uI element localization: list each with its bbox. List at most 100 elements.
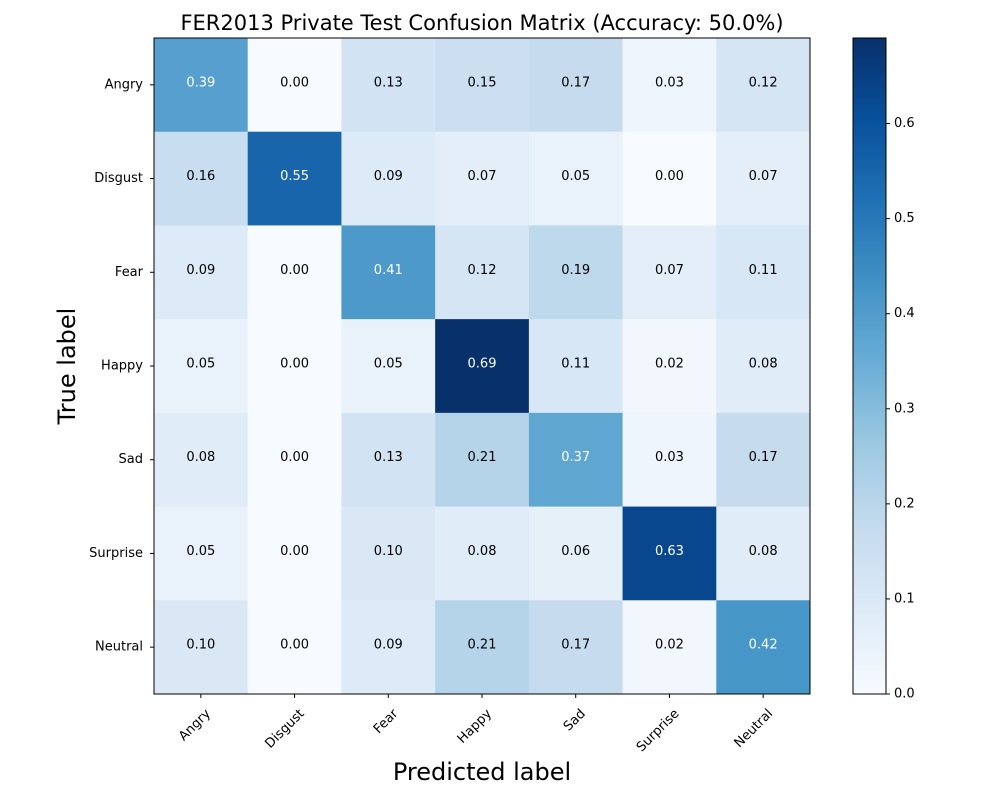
cell-value-label: 0.00 (280, 450, 309, 465)
cell-value-label: 0.42 (749, 638, 778, 653)
heatmap-cell-neutral-neutral (716, 600, 811, 695)
heatmap-cell-disgust-sad (528, 131, 624, 226)
heatmap-cell-sad-neutral (716, 412, 811, 508)
cell-value-label: 0.16 (186, 169, 215, 184)
y-axis-ticks: Angry Disgust Fear Happy Sad Surprise Neutral (89, 77, 154, 655)
heatmap-cell-neutral-disgust (247, 600, 342, 695)
cell-value-label: 0.19 (561, 263, 590, 278)
heatmap-cell-sad-angry (154, 412, 249, 508)
heatmap-cell-angry-angry (154, 38, 249, 133)
heatmap-cell-neutral-fear (341, 600, 436, 695)
cell-value-labels: 0.39 0.00 0.13 0.15 0.17 0.03 0.12 0.16 0.55 0.09… (186, 75, 777, 652)
cell-value-label: 0.17 (561, 638, 590, 653)
chart-title: FER2013 Private Test Confusion Matrix (A… (180, 11, 783, 35)
cell-value-label: 0.12 (749, 75, 778, 90)
heatmap-cell-fear-neutral (716, 225, 811, 320)
cell-value-label: 0.00 (280, 357, 309, 372)
heatmap-cell-sad-fear (341, 412, 436, 508)
heatmap-cell-angry-sad (528, 38, 624, 133)
cell-value-label: 0.08 (186, 450, 215, 465)
cell-value-label: 0.07 (749, 169, 778, 184)
cell-value-label: 0.55 (280, 169, 309, 184)
x-axis-ticks: Angry Disgust Fear Happy Sad Surprise Neutral (176, 694, 776, 755)
heatmap-cell-angry-surprise (622, 38, 717, 133)
cell-value-label: 0.08 (749, 544, 778, 559)
cell-value-label: 0.05 (374, 357, 403, 372)
heatmap-cell-surprise-surprise (622, 506, 717, 601)
heatmap-cell-happy-happy (435, 319, 530, 414)
heatmap-cell-fear-sad (528, 225, 624, 320)
colorbar-tick-label: 0.6 (894, 116, 915, 131)
heatmap-cell-happy-angry (154, 319, 249, 414)
cell-value-label: 0.02 (655, 357, 684, 372)
cell-value-label: 0.17 (561, 75, 590, 90)
heatmap-cell-happy-neutral (716, 319, 811, 414)
cell-value-label: 0.10 (186, 638, 215, 653)
x-tick-label: Happy (455, 706, 495, 746)
cell-value-label: 0.39 (186, 75, 215, 90)
heatmap-cell-angry-neutral (716, 38, 811, 133)
cell-value-label: 0.02 (655, 638, 684, 653)
heatmap-cell-disgust-surprise (622, 131, 717, 226)
cell-value-label: 0.00 (280, 75, 309, 90)
heatmap-cell-disgust-angry (154, 131, 249, 226)
cell-value-label: 0.03 (655, 75, 684, 90)
colorbar-tick-label: 0.4 (894, 306, 915, 321)
y-tick-label: Disgust (94, 171, 143, 186)
cell-value-label: 0.17 (749, 450, 778, 465)
y-axis-label: True label (53, 308, 81, 426)
cell-value-label: 0.07 (655, 263, 684, 278)
heatmap-cell-sad-disgust (247, 412, 342, 508)
heatmap-cell-surprise-angry (154, 506, 249, 601)
cell-value-label: 0.08 (468, 544, 497, 559)
heatmap-cell-surprise-sad (528, 506, 624, 601)
heatmap-cell-angry-fear (341, 38, 436, 133)
heatmap-cell-angry-happy (435, 38, 530, 133)
heatmap-cell-fear-surprise (622, 225, 717, 320)
x-axis-label: Predicted label (393, 758, 571, 786)
heatmap-cell-disgust-happy (435, 131, 530, 226)
cell-value-label: 0.09 (186, 263, 215, 278)
heatmap-cell-neutral-happy (435, 600, 530, 695)
x-tick-label: Sad (561, 706, 589, 734)
y-tick-label: Angry (105, 77, 144, 92)
x-tick-label: Fear (371, 706, 402, 737)
x-tick-label: Surprise (634, 706, 683, 755)
cell-value-label: 0.15 (468, 75, 497, 90)
cell-value-label: 0.13 (374, 75, 403, 90)
heatmap-cell-neutral-angry (154, 600, 249, 695)
cell-value-label: 0.03 (655, 450, 684, 465)
cell-value-label: 0.07 (468, 169, 497, 184)
cell-value-label: 0.11 (749, 263, 778, 278)
cell-value-label: 0.09 (374, 169, 403, 184)
heatmap-cell-neutral-surprise (622, 600, 717, 695)
heatmap-cell-happy-surprise (622, 319, 717, 414)
cell-value-label: 0.00 (655, 169, 684, 184)
heatmap-cell-disgust-neutral (716, 131, 811, 226)
heatmap-cell-angry-disgust (247, 38, 342, 133)
cell-value-label: 0.05 (186, 544, 215, 559)
heatmap-cell-happy-sad (528, 319, 624, 414)
heatmap-cell-disgust-disgust (247, 131, 342, 226)
colorbar-tick-label: 0.3 (894, 401, 915, 416)
y-tick-label: Surprise (89, 546, 143, 561)
cell-value-label: 0.08 (749, 357, 778, 372)
colorbar-tick-label: 0.0 (894, 687, 915, 702)
y-tick-label: Fear (115, 265, 144, 280)
cell-value-label: 0.05 (186, 357, 215, 372)
heatmap-cell-disgust-fear (341, 131, 436, 226)
x-tick-label: Angry (176, 706, 214, 744)
heatmap-cell-fear-fear (341, 225, 436, 320)
heatmap-cell-surprise-fear (341, 506, 436, 601)
heatmap-cell-happy-fear (341, 319, 436, 414)
cell-value-label: 0.69 (468, 357, 497, 372)
heatmap-cell-sad-surprise (622, 412, 717, 508)
cell-value-label: 0.21 (468, 450, 497, 465)
cell-value-label: 0.12 (468, 263, 497, 278)
cell-value-label: 0.10 (374, 544, 403, 559)
cell-value-label: 0.41 (374, 263, 403, 278)
cell-value-label: 0.00 (280, 638, 309, 653)
heatmap-cell-surprise-neutral (716, 506, 811, 601)
heatmap-cell-surprise-happy (435, 506, 530, 601)
